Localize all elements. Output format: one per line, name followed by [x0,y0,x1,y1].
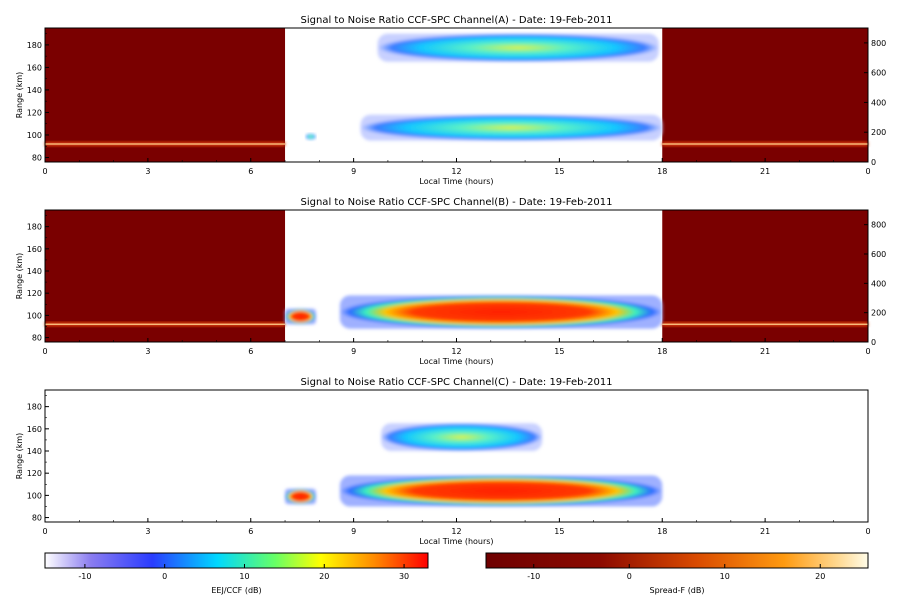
y-tick-label: 160 [27,63,42,72]
y-tick-label: 160 [27,245,42,254]
x-tick-label: 15 [554,167,564,176]
y-tick-label: 180 [27,41,42,50]
x-tick-label: 6 [248,527,253,536]
x-tick-label: 3 [145,527,150,536]
echo-region [285,308,316,325]
echo-region [381,423,543,452]
colorbar-label: Spread-F (dB) [649,586,704,595]
x-tick-label: 21 [760,347,770,356]
y-tick-label: 100 [27,311,42,320]
x-tick-label: 9 [351,167,356,176]
panel-1 [44,27,869,163]
x-tick-label: 21 [760,167,770,176]
y-tick-label: 140 [27,447,42,456]
echo-region [339,295,663,329]
x-tick-label: 3 [145,167,150,176]
y2-tick-label: 0 [871,158,876,167]
x-tick-label: 12 [451,347,461,356]
y2-tick-label: 800 [871,39,886,48]
colorbar-ramp [485,552,869,569]
x-tick-label: 12 [451,167,461,176]
echo-region [377,33,659,62]
colorbar-tick-label: 0 [627,572,632,581]
chart-title: Signal to Noise Ratio CCF-SPC Channel(C)… [300,377,612,388]
x-tick-label: 3 [145,347,150,356]
x-tick-label: 6 [248,347,253,356]
y-tick-label: 160 [27,425,42,434]
y-tick-label: 80 [32,514,42,523]
y-tick-label: 180 [27,223,42,232]
chart-title: Signal to Noise Ratio CCF-SPC Channel(B)… [301,197,613,208]
colorbar-tick-label: 30 [399,572,409,581]
y-tick-label: 180 [27,403,42,412]
y-tick-label: 80 [32,153,42,162]
x-axis-label: Local Time (hours) [419,357,493,366]
colorbar-tick-label: -10 [527,572,540,581]
x-tick-label: 0 [865,527,870,536]
colorbar-ramp [44,552,429,569]
y2-tick-label: 600 [871,250,886,259]
spread-f-window [662,210,868,342]
colorbar-tick-label: 10 [720,572,730,581]
y2-tick-label: 400 [871,279,886,288]
colorbar-tick-label: 0 [162,572,167,581]
x-tick-label: 18 [657,347,667,356]
echo-region [285,488,316,505]
colorbar-tick-label: 20 [319,572,329,581]
y-axis-label: Range (km) [15,253,24,300]
colorbar-label: EEJ/CCF (dB) [211,586,261,595]
x-tick-label: 0 [865,347,870,356]
y-tick-label: 120 [27,108,42,117]
y-tick-label: 100 [27,131,42,140]
y-tick-label: 120 [27,469,42,478]
panel-3 [44,389,869,523]
y2-tick-label: 800 [871,221,886,230]
x-tick-label: 0 [42,527,47,536]
y-tick-label: 140 [27,86,42,95]
y-tick-label: 140 [27,267,42,276]
y-axis-label: Range (km) [15,433,24,480]
x-tick-label: 0 [42,167,47,176]
y2-tick-label: 600 [871,69,886,78]
x-tick-label: 0 [865,167,870,176]
chart-title: Signal to Noise Ratio CCF-SPC Channel(A)… [301,15,613,26]
x-tick-label: 9 [351,347,356,356]
x-tick-label: 9 [351,527,356,536]
x-tick-label: 12 [451,527,461,536]
echo-region [339,475,663,507]
colorbar-2 [485,552,869,569]
y-tick-label: 120 [27,289,42,298]
x-axis-label: Local Time (hours) [419,177,493,186]
y-axis-label: Range (km) [15,72,24,119]
x-tick-label: 15 [554,527,564,536]
x-tick-label: 6 [248,167,253,176]
colorbar-tick-label: 10 [239,572,249,581]
colorbar-tick-label: 20 [815,572,825,581]
x-tick-label: 15 [554,347,564,356]
colorbar-1 [44,552,429,569]
x-tick-label: 18 [657,527,667,536]
panel-2 [44,209,869,343]
x-tick-label: 0 [42,347,47,356]
spread-f-window [45,210,286,342]
spread-f-window [662,28,868,162]
echo-region [305,133,316,140]
x-tick-label: 18 [657,167,667,176]
y2-tick-label: 200 [871,128,886,137]
y-tick-label: 100 [27,491,42,500]
y2-tick-label: 400 [871,98,886,107]
echo-region [360,114,663,141]
y2-tick-label: 0 [871,338,876,347]
colorbar-tick-label: -10 [78,572,91,581]
x-tick-label: 21 [760,527,770,536]
spread-f-window [45,28,286,162]
x-axis-label: Local Time (hours) [419,537,493,546]
y-tick-label: 80 [32,334,42,343]
y2-tick-label: 200 [871,309,886,318]
